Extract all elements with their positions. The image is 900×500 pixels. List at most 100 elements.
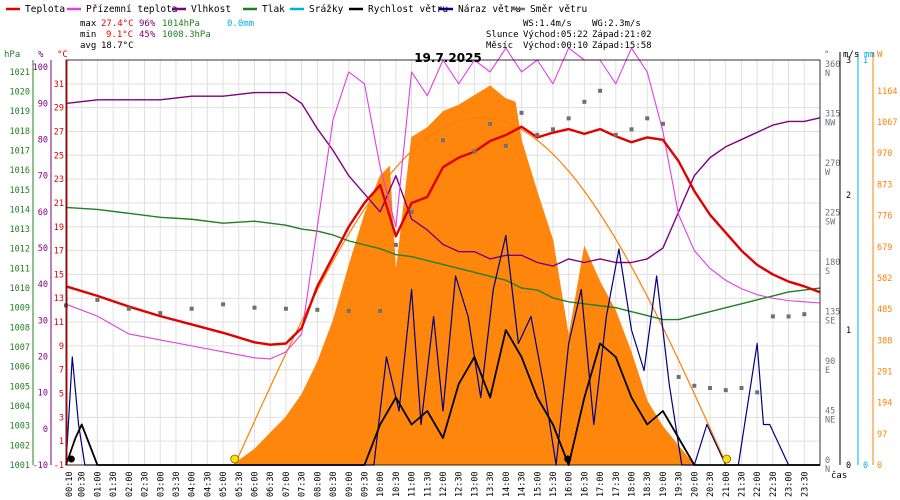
unit-hpa: hPa [4,50,20,60]
wind-direction-point [126,306,131,311]
x-tick-label: 13:00 [470,471,480,497]
wind-tick: 1 [846,326,851,336]
direction-tick: 225 [825,208,840,218]
wind-direction-point [393,242,398,247]
legend-item-prizemni-teplota[interactable]: Přízemní teplota [67,4,178,15]
x-tick-label: 20:00 [690,471,700,497]
temperature-tick: 9 [59,342,64,352]
wind-direction-point [535,132,540,137]
wind-direction-point [221,302,226,307]
x-tick-label: 06:00 [251,471,261,497]
legend-item-smer-vetru[interactable]: Směr větru [511,4,587,15]
solar-tick: 485 [877,305,892,315]
temperature-tick: 11 [54,318,64,328]
moonset-info: Západ:15:58 [592,41,652,51]
direction-tick: 315 [825,109,840,119]
direction-tick-label: NE [825,415,835,425]
pressure-tick: 1001 [10,461,30,471]
x-tick-label: 19:30 [675,471,685,497]
temperature-tick: 13 [54,294,64,304]
legend-item-vlhkost[interactable]: Vlhkost [172,4,231,15]
moon-marker [564,455,572,463]
wind-direction-point [519,110,524,115]
x-tick-label: 12:00 [439,471,449,497]
pressure-tick: 1010 [10,284,30,294]
temperature-tick: 31 [54,80,64,90]
solar-tick: 97 [877,430,887,440]
wind-direction-point [566,116,571,121]
temperature-tick: -1 [54,461,64,471]
legend-item-rychlost-vetru[interactable]: Rychlost větru [349,4,448,15]
solar-tick: 679 [877,243,892,253]
direction-tick-label: NW [825,118,836,128]
solar-tick: 582 [877,274,892,284]
unit-degc: °C [57,50,68,60]
wind-tick: 2 [846,191,851,201]
wind-direction-point [283,306,288,311]
direction-tick-label: N [825,69,830,79]
wind-direction-point [378,308,383,313]
direction-tick: 180 [825,258,840,268]
temperature-tick: 7 [59,366,64,376]
direction-tick-label: SE [825,316,835,326]
wind-direction-point [629,127,634,132]
direction-tick-label: W [825,168,831,178]
unit-deg: ° [824,50,829,60]
humidity-tick: 30 [38,316,48,326]
pressure-tick: 1005 [10,382,30,392]
x-tick-label: 16:30 [580,471,590,497]
direction-tick-label: N [825,465,830,475]
x-tick-label: 04:00 [188,471,198,497]
solar-tick: 194 [877,399,892,409]
temperature-tick: 17 [54,247,64,257]
svg-text:Rychlost větru: Rychlost větru [368,4,448,15]
x-tick-label: 05:30 [235,471,245,497]
chart-title: 19.7.2025 [414,51,482,65]
x-tick-label: 17:30 [612,471,622,497]
x-tick-label: 05:00 [219,471,229,497]
legend-item-srazky[interactable]: Srážky [290,4,344,15]
wind-direction-point [472,149,477,154]
legend-item-tlak[interactable]: Tlak [243,4,285,15]
pressure-tick: 1020 [10,87,30,97]
wind-direction-point [613,132,618,137]
humidity-tick: 50 [38,244,48,254]
wind-direction-point [802,312,807,317]
legend: Teplota Přízemní teplota Vlhkost Tlak Sr… [6,4,587,15]
temperature-line [65,125,821,346]
humidity-tick: 40 [38,280,48,290]
stats-max-hum: 96% [139,19,156,29]
solar-tick: 388 [877,336,892,346]
humidity-tick: 10 [38,389,48,399]
x-tick-label: 00:30 [78,471,88,497]
unit-mm: mm [864,50,875,60]
wind-tick: 3 [846,56,851,66]
legend-item-naraz-vetru[interactable]: Náraz větru [439,4,521,15]
stats-max-label: max [80,19,97,29]
pressure-tick: 1011 [10,264,30,274]
direction-tick-label: S [825,267,830,277]
wind-direction-point [409,209,414,214]
pressure-tick: 1012 [10,245,30,255]
svg-text:Přízemní teplota: Přízemní teplota [86,4,178,15]
wind-direction-point [95,297,100,302]
pressure-tick: 1019 [10,107,30,117]
direction-tick-label: E [825,366,830,376]
svg-text:Srážky: Srážky [309,4,344,15]
x-tick-label: 12:30 [455,471,465,497]
pressure-tick: 1017 [10,146,30,156]
wind-direction-point [708,385,713,390]
astro-info: WS:1.4m/s WG:2.3m/s Slunce Východ:05:22 … [486,19,652,51]
wind-direction-point [488,121,493,126]
unit-w: W [877,50,883,60]
legend-item-teplota[interactable]: Teplota [6,4,65,15]
pressure-tick: 1016 [10,166,30,176]
ground-temp-line [65,47,821,360]
x-tick-label: 21:00 [722,471,732,497]
solar-tick: 291 [877,367,892,377]
humidity-tick: 60 [38,208,48,218]
moon-label: Měsíc [486,41,513,51]
x-tick-label: 23:30 [800,471,810,497]
x-tick-label: 09:00 [345,471,355,497]
